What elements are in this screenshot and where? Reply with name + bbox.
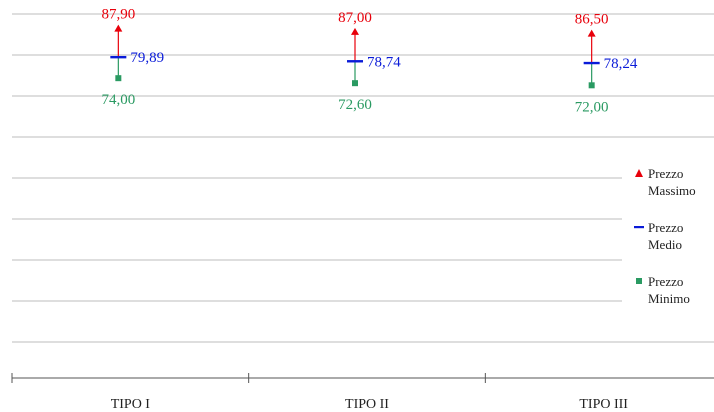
mean-marker <box>347 60 363 63</box>
legend-item-min: Prezzo Minimo <box>634 273 712 307</box>
max-marker <box>114 24 123 32</box>
square-marker-icon <box>636 278 642 284</box>
min-data-label: 72,60 <box>338 97 372 113</box>
dash-marker-icon <box>634 226 644 229</box>
legend-label-max: Prezzo Massimo <box>648 166 696 198</box>
legend-item-mean: Prezzo Medio <box>634 219 712 253</box>
mean-data-label: 78,74 <box>367 54 401 70</box>
x-tick-label: TIPO I <box>111 397 151 412</box>
legend-label-min: Prezzo Minimo <box>648 274 690 306</box>
x-tick-label: TIPO III <box>579 397 628 412</box>
min-marker <box>115 75 122 82</box>
min-marker <box>352 80 358 87</box>
max-marker <box>351 27 359 35</box>
max-marker <box>587 29 596 37</box>
triangle-marker-icon <box>635 169 643 177</box>
legend-label-mean: Prezzo Medio <box>648 220 684 252</box>
mean-data-label: 78,24 <box>604 56 638 72</box>
min-data-label: 74,00 <box>101 92 135 108</box>
gridlines <box>12 13 714 343</box>
min-marker <box>588 82 595 89</box>
mean-data-label: 79,89 <box>130 50 164 66</box>
x-axis: TIPO I TIPO II TIPO III <box>11 373 714 412</box>
max-data-label: 87,00 <box>338 10 372 26</box>
mean-marker <box>583 61 600 65</box>
max-data-label: 87,90 <box>101 7 135 23</box>
legend: Prezzo Massimo Prezzo Medio Prezzo Minim… <box>634 165 712 327</box>
mean-marker <box>110 55 127 59</box>
max-data-label: 86,50 <box>575 12 609 28</box>
min-data-label: 72,00 <box>575 99 609 115</box>
legend-item-max: Prezzo Massimo <box>634 165 712 199</box>
x-tick-label: TIPO II <box>345 397 389 412</box>
chart-marks: 87,90 79,89 74,00 87,00 78,74 72,60 86,50 78,24… <box>101 7 637 116</box>
